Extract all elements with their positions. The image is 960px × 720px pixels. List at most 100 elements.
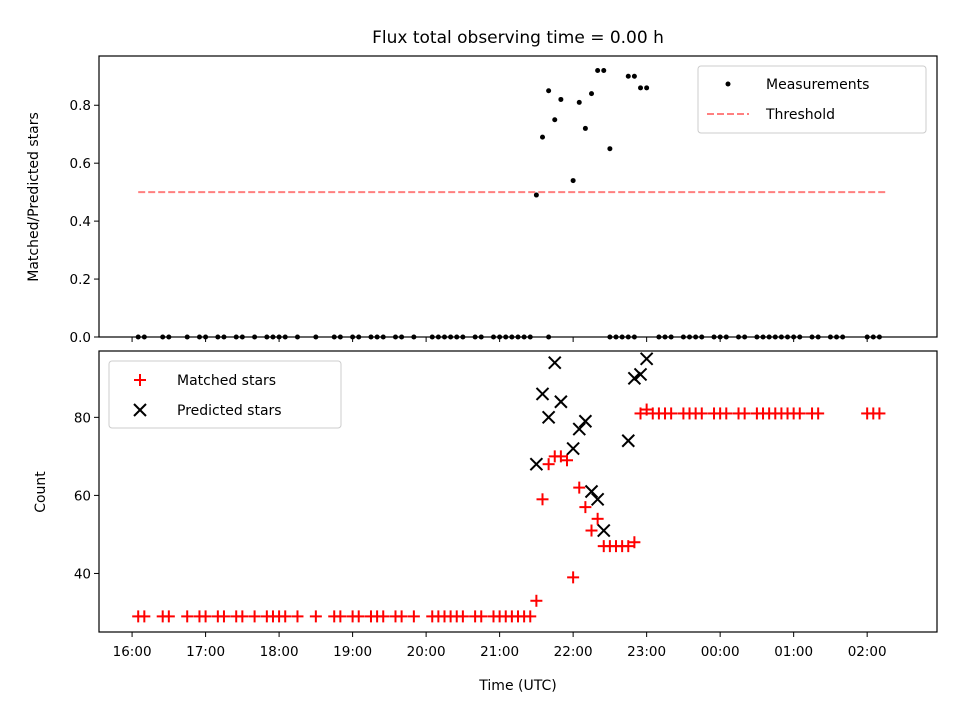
matched-star-point <box>695 407 708 420</box>
matched-star-point <box>524 610 537 623</box>
matched-star-point <box>291 610 304 623</box>
predicted-star-mark <box>535 387 550 401</box>
matched-star-point <box>738 407 751 420</box>
y-tick-label: 0.6 <box>70 156 91 172</box>
matched-star-point <box>279 610 292 623</box>
measurement-point <box>625 73 631 79</box>
predicted-star-mark <box>621 434 635 448</box>
predicted-star-point <box>541 410 556 425</box>
predicted-star-point <box>578 414 593 428</box>
matched-star-point <box>181 610 194 623</box>
matched-star-point <box>456 610 469 623</box>
predicted-star-mark <box>639 352 654 366</box>
legend-matched-marker <box>134 374 146 386</box>
predicted-star-mark <box>566 441 580 456</box>
matched-star-point <box>395 610 408 623</box>
matched-star-point <box>138 610 151 623</box>
y-tick-label: 0.4 <box>70 214 91 230</box>
predicted-star-point <box>627 371 642 386</box>
legend-predicted-label: Predicted stars <box>177 403 282 419</box>
bottom-panel: 40 60 80 16:00 17:00 18:00 19:00 20:00 21:00 22:… <box>33 350 938 694</box>
measurement-point <box>576 99 582 105</box>
x-tick-label: 19:00 <box>333 644 372 660</box>
x-tick-label: 18:00 <box>260 644 299 660</box>
matched-star-point <box>217 610 230 623</box>
top-axes-frame <box>98 55 938 338</box>
x-axis-label: Time (UTC) <box>478 678 556 694</box>
matched-star-point <box>628 536 641 549</box>
predicted-star-point <box>639 352 654 366</box>
matched-star-point <box>248 610 261 623</box>
matched-star-point <box>542 458 555 471</box>
y-tick-label: 0.0 <box>70 330 91 346</box>
matched-star-point <box>536 493 549 506</box>
matched-star-point <box>567 571 580 584</box>
x-tick-label: 22:00 <box>554 644 593 660</box>
y-tick-label: 0.8 <box>70 98 91 114</box>
bottom-plot-area <box>132 352 886 623</box>
x-tick-label: 02:00 <box>848 644 887 660</box>
matched-star-point <box>334 610 347 623</box>
matched-star-point <box>162 610 175 623</box>
legend-predicted-marker <box>133 403 147 417</box>
measurement-point <box>552 117 558 123</box>
measurement-point <box>607 146 613 152</box>
matched-star-point <box>199 610 212 623</box>
predicted-star-mark <box>529 457 544 471</box>
predicted-star-point <box>572 422 586 436</box>
matched-star-point <box>579 501 592 514</box>
matched-star-point <box>793 407 806 420</box>
predicted-star-mark <box>541 410 556 425</box>
legend-threshold-label: Threshold <box>765 107 835 123</box>
matched-star-point <box>573 481 586 494</box>
matched-star-point <box>634 407 647 420</box>
matched-star-point <box>591 512 604 525</box>
measurement-point <box>638 85 644 91</box>
matched-star-point <box>377 610 390 623</box>
matched-star-point <box>554 450 567 463</box>
measurement-point <box>582 125 588 131</box>
predicted-star-point <box>633 367 648 382</box>
legend-measurements-marker <box>725 81 731 87</box>
predicted-star-point <box>535 387 550 401</box>
top-y-ticks: 0.0 0.2 0.4 0.6 0.8 <box>70 98 99 346</box>
legend-matched-label: Matched stars <box>177 373 276 389</box>
x-tick-label: 01:00 <box>774 644 813 660</box>
measurement-point <box>558 96 564 102</box>
predicted-star-mark <box>590 492 605 507</box>
x-tick-label: 23:00 <box>627 644 666 660</box>
predicted-star-mark <box>597 523 611 538</box>
top-y-axis-label: Matched/Predicted stars <box>26 112 42 282</box>
y-tick-label: 0.2 <box>70 272 91 288</box>
top-legend: Measurements Threshold <box>697 65 927 134</box>
predicted-star-point <box>597 523 611 538</box>
top-x-ticks <box>131 337 868 342</box>
bottom-axes-frame <box>98 350 938 633</box>
measurement-point <box>589 91 595 97</box>
matched-star-point <box>352 610 365 623</box>
matched-star-point <box>561 454 574 467</box>
predicted-star-mark <box>627 371 642 386</box>
measurement-point <box>644 85 650 91</box>
matched-star-point <box>720 407 733 420</box>
predicted-star-point <box>590 492 605 507</box>
predicted-star-mark <box>633 367 648 382</box>
matched-star-point <box>812 407 825 420</box>
matched-star-point <box>309 610 322 623</box>
measurement-point <box>601 67 607 73</box>
matched-star-point <box>640 403 653 416</box>
x-tick-label: 21:00 <box>480 644 519 660</box>
predicted-star-point <box>548 356 562 370</box>
matched-star-point <box>622 540 635 553</box>
matched-star-point <box>665 407 678 420</box>
predicted-star-mark <box>572 422 586 436</box>
x-tick-label: 16:00 <box>113 644 152 660</box>
y-tick-label: 80 <box>74 410 91 426</box>
predicted-star-mark <box>548 356 562 370</box>
measurement-point <box>595 67 601 73</box>
y-tick-label: 40 <box>74 566 91 582</box>
bottom-legend: Matched stars Predicted stars <box>108 360 342 429</box>
predicted-star-point <box>566 441 580 456</box>
matched-star-point <box>873 407 886 420</box>
